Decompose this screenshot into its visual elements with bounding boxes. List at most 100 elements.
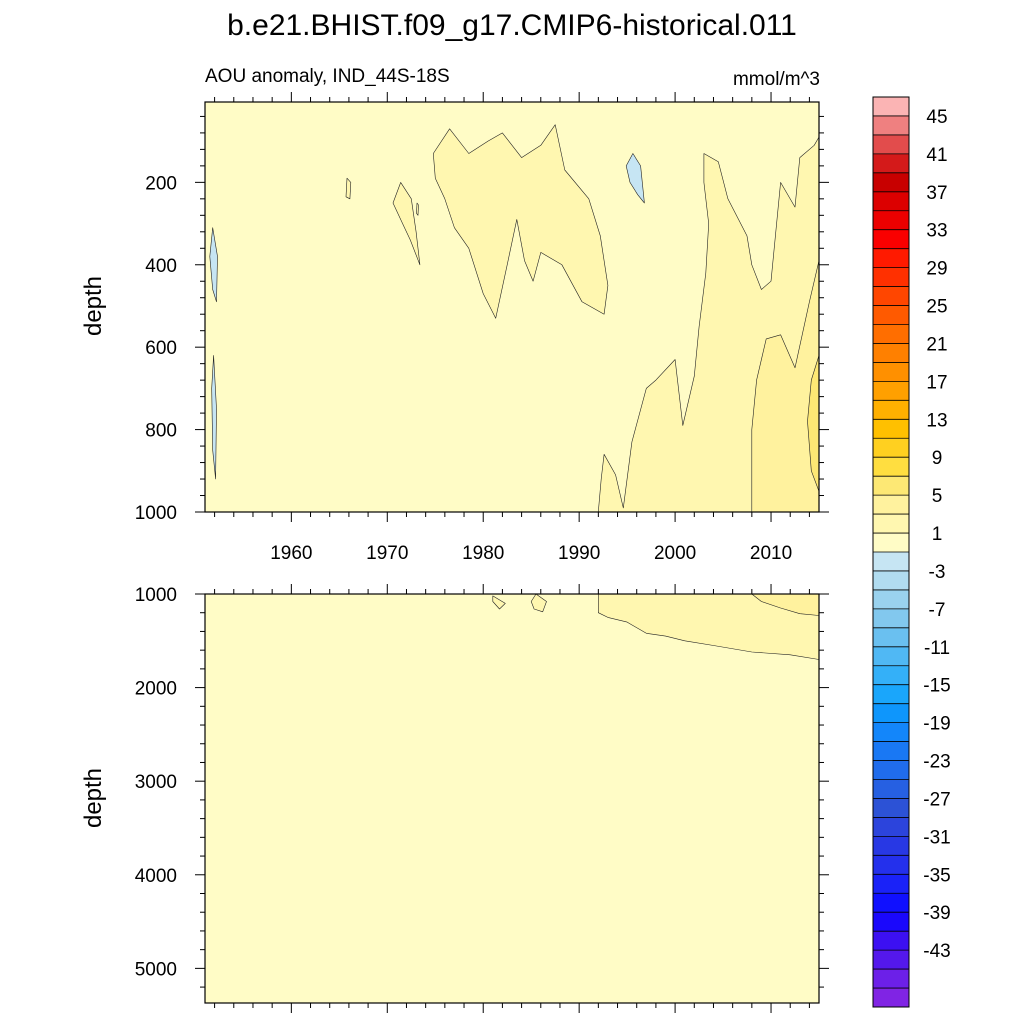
colorbar-swatch-35 <box>873 760 909 780</box>
colorbar-swatch-17 <box>873 419 909 439</box>
colorbar-swatch-47 <box>873 988 909 1008</box>
upper-xtick-label-2000: 2000 <box>654 543 696 564</box>
upper-xtick-label-1960: 1960 <box>270 543 312 564</box>
upper-ytick-label-1000: 1000 <box>135 503 177 524</box>
colorbar-label-2: 37 <box>926 183 947 204</box>
lower-ytick-label-5000: 5000 <box>135 959 177 980</box>
colorbar-label-18: -27 <box>923 789 950 810</box>
colorbar-swatch-8 <box>873 248 909 268</box>
colorbar-swatch-30 <box>873 665 909 686</box>
colorbar-label-15: -15 <box>923 676 950 697</box>
colorbar-swatch-4 <box>873 172 909 193</box>
colorbar-swatch-38 <box>873 817 909 837</box>
upper-xtick-label-1990: 1990 <box>558 543 600 564</box>
colorbar-swatch-26 <box>873 589 909 610</box>
lower-panel: 1000 2000 3000 4000 5000 depth <box>80 584 829 1013</box>
upper-plot-frame <box>204 101 820 513</box>
colorbar-label-9: 9 <box>932 448 943 469</box>
colorbar-label-21: -39 <box>923 903 950 924</box>
upper-contour-region-1 <box>392 182 421 266</box>
colorbar-label-11: 1 <box>932 524 943 545</box>
colorbar-swatch-20 <box>873 476 909 496</box>
colorbar-swatch-36 <box>873 779 909 799</box>
lower-ytick-label-2000: 2000 <box>135 679 177 700</box>
lower-ylabel: depth <box>80 768 107 828</box>
colorbar-swatch-21 <box>873 495 909 515</box>
colorbar-swatch-24 <box>873 552 909 572</box>
colorbar-label-4: 29 <box>926 259 947 280</box>
upper-ytick-label-800: 800 <box>145 421 177 442</box>
colorbar-swatch-0 <box>873 97 909 117</box>
colorbar-label-12: -3 <box>929 562 946 583</box>
colorbar-label-8: 13 <box>926 410 947 431</box>
upper-panel: 1960 1970 1980 1990 2000 2010 200 400 600 800 1000… <box>80 92 829 564</box>
colorbar-label-6: 21 <box>926 334 947 355</box>
upper-ylabel: depth <box>80 276 107 336</box>
colorbar-swatch-1 <box>873 115 909 136</box>
colorbar-label-13: -7 <box>929 600 946 621</box>
lower-contour-region-3 <box>530 593 547 613</box>
colorbar-swatch-10 <box>873 286 909 306</box>
upper-contour-region-8 <box>209 227 218 303</box>
upper-contour-region-7 <box>625 153 645 204</box>
upper-contour-region-2 <box>345 177 352 200</box>
colorbar-swatch-18 <box>873 438 909 458</box>
colorbar-swatch-3 <box>873 153 909 174</box>
colorbar-label-1: 41 <box>926 145 947 166</box>
colorbar-label-7: 17 <box>926 372 947 393</box>
upper-ytick-label-200: 200 <box>145 173 177 194</box>
colorbar-label-22: -43 <box>923 941 950 962</box>
upper-xtick-label-1970: 1970 <box>366 543 408 564</box>
colorbar-swatch-9 <box>873 267 909 287</box>
colorbar-swatch-39 <box>873 836 909 856</box>
lower-contour-region-2 <box>492 595 506 610</box>
upper-panel-subtitle: AOU anomaly, IND_44S-18S <box>205 66 450 87</box>
colorbar-label-17: -23 <box>923 752 950 773</box>
upper-contour-region-9 <box>211 355 217 480</box>
colorbar-swatch-23 <box>873 533 909 553</box>
colorbar-swatch-45 <box>873 950 909 970</box>
colorbar-frame <box>872 96 910 1008</box>
colorbar-swatch-14 <box>873 362 909 382</box>
colorbar-swatch-31 <box>873 684 909 704</box>
colorbar-label-16: -19 <box>923 714 950 735</box>
colorbar-swatch-2 <box>873 134 909 155</box>
colorbar-swatch-19 <box>873 457 909 477</box>
colorbar-label-20: -35 <box>923 865 950 886</box>
lower-plot-frame <box>204 593 820 1004</box>
lower-ytick-label-3000: 3000 <box>135 772 177 793</box>
colorbar-swatch-42 <box>873 893 909 913</box>
colorbar-swatch-13 <box>873 343 909 363</box>
upper-contour-region-0 <box>432 124 609 319</box>
units-label: mmol/m^3 <box>733 69 820 90</box>
upper-xtick-label-1980: 1980 <box>462 543 504 564</box>
colorbar-swatch-16 <box>873 400 909 420</box>
colorbar-swatch-44 <box>873 931 909 951</box>
colorbar-label-3: 33 <box>926 221 947 242</box>
colorbar-swatch-27 <box>873 608 909 629</box>
colorbar-swatch-34 <box>873 741 909 761</box>
colorbar-swatch-43 <box>873 912 909 932</box>
colorbar-label-10: 5 <box>932 486 943 507</box>
colorbar-swatch-5 <box>873 191 909 212</box>
colorbar-label-14: -11 <box>924 638 950 659</box>
colorbar-swatch-41 <box>873 874 909 894</box>
colorbar-swatch-32 <box>873 703 909 723</box>
colorbar-swatch-28 <box>873 627 909 648</box>
colorbar-swatch-11 <box>873 305 909 325</box>
colorbar-label-19: -31 <box>923 827 950 848</box>
upper-ytick-label-600: 600 <box>145 338 177 359</box>
colorbar-swatch-12 <box>873 324 909 344</box>
colorbar-label-5: 25 <box>926 297 947 318</box>
colorbar-swatch-29 <box>873 646 909 667</box>
colorbar-swatch-46 <box>873 969 909 989</box>
upper-ytick-label-400: 400 <box>145 256 177 277</box>
colorbar-label-0: 45 <box>926 107 947 128</box>
colorbar-swatch-37 <box>873 798 909 818</box>
colorbar-swatch-7 <box>873 229 909 249</box>
colorbar-swatch-40 <box>873 855 909 875</box>
lower-ytick-label-1000: 1000 <box>135 585 177 606</box>
upper-contour-region-3 <box>416 202 419 216</box>
colorbar-swatch-15 <box>873 381 909 401</box>
